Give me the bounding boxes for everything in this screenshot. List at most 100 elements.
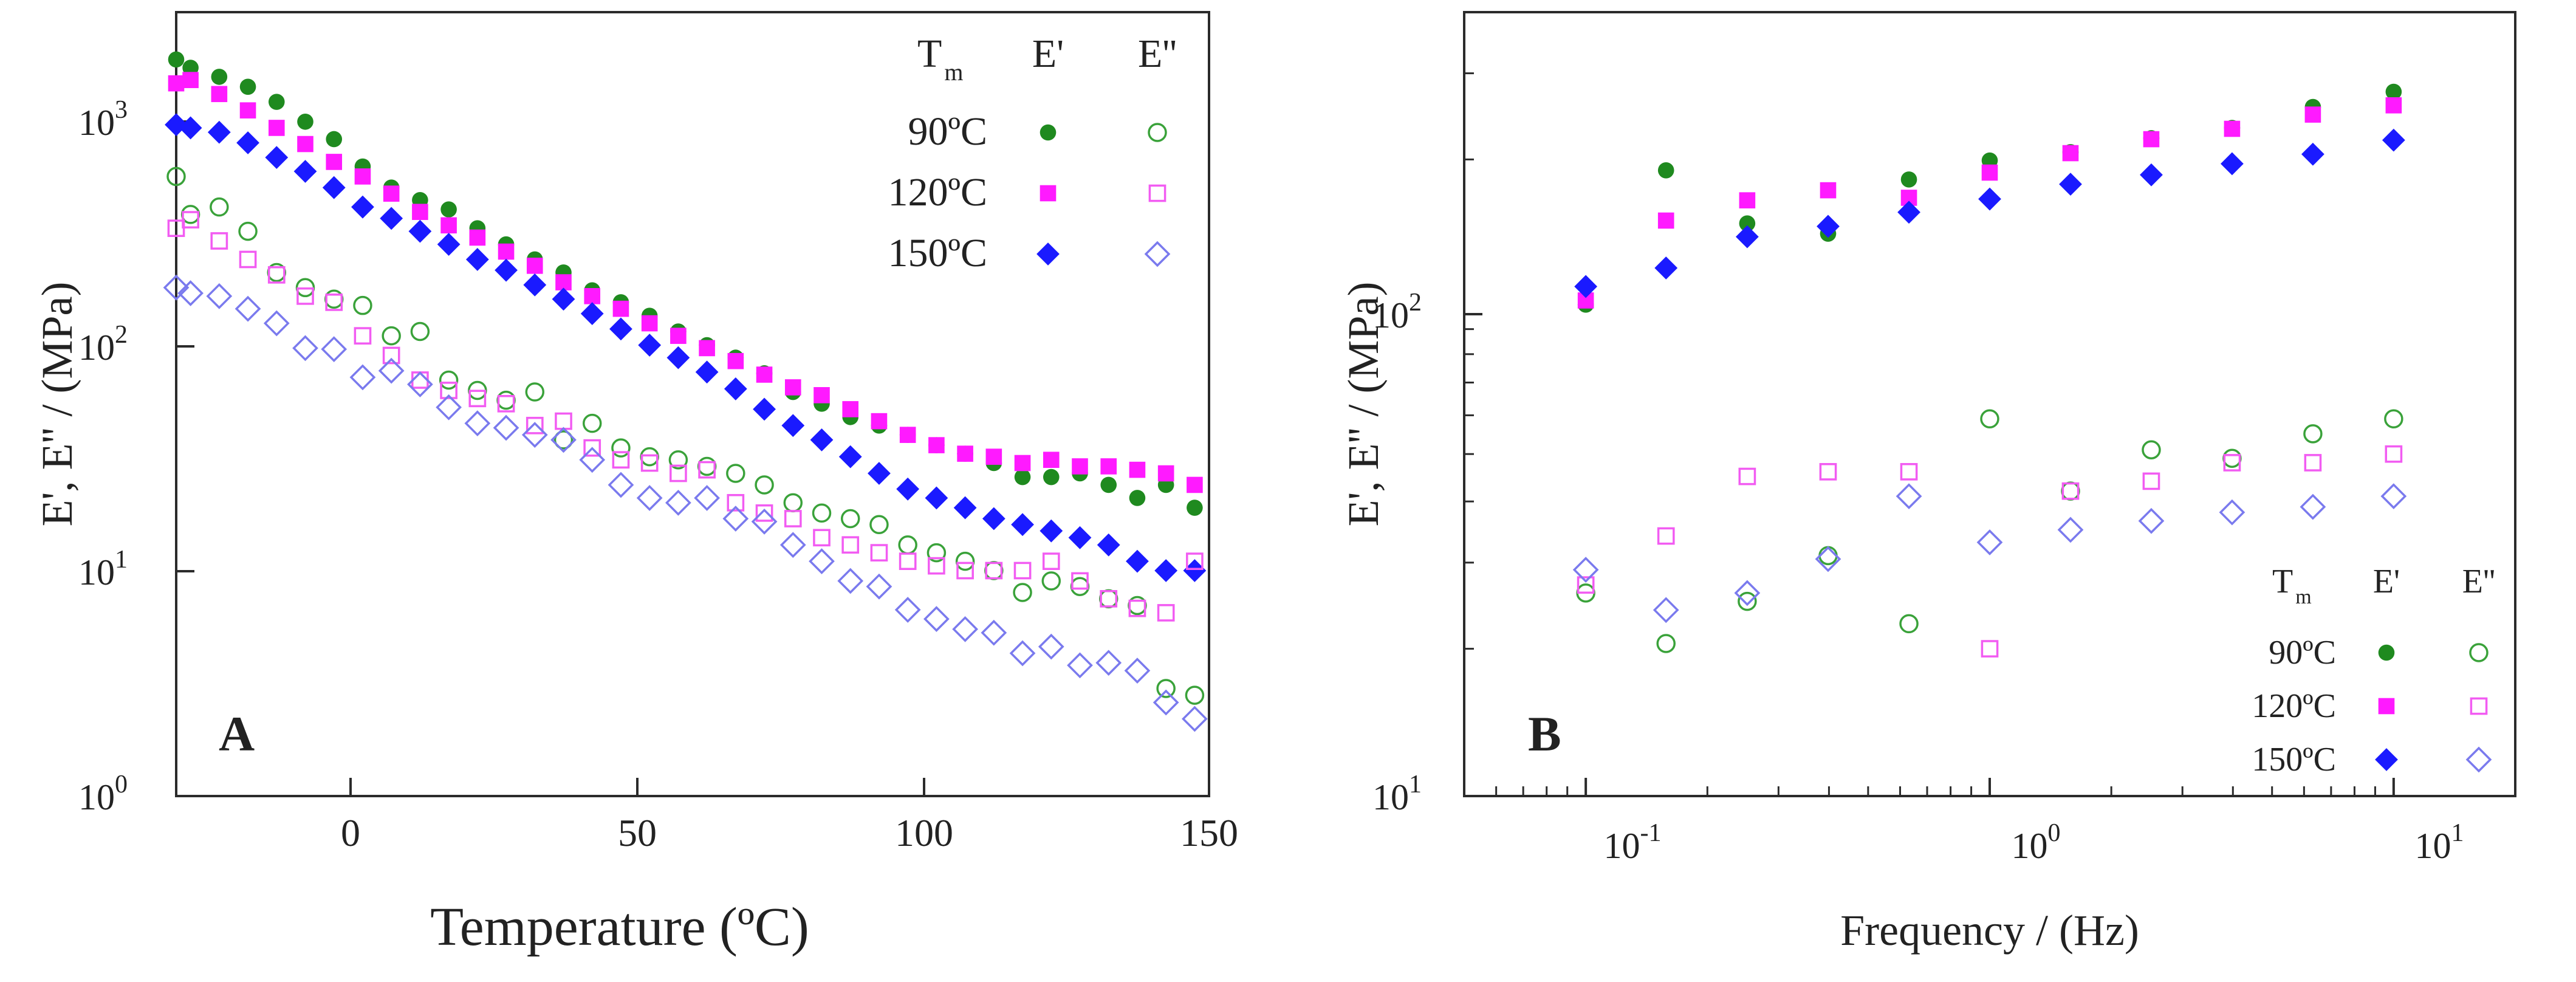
panel-a-series-2-point-26 — [896, 477, 920, 501]
panel-a-series-5-point-33 — [1095, 650, 1122, 676]
panel-b-x-axis-label: Frequency / (Hz) — [1840, 906, 2139, 955]
panel-b-series-5-point-1 — [1653, 597, 1679, 623]
panel-b-series-1-point-9 — [2304, 106, 2321, 123]
panel-a-series-3-point-7 — [353, 295, 372, 315]
panel-a-series-3-point-2 — [210, 197, 229, 217]
panel-a-series-4-point-30 — [1013, 561, 1032, 580]
panel-a-series-0-point-33 — [1100, 476, 1117, 493]
panel-b-series-3-point-8 — [2222, 448, 2242, 468]
panel-a-series-2-point-12 — [495, 258, 518, 282]
panel-a-series-4-point-2 — [210, 232, 228, 250]
panel-a-series-5-point-16 — [608, 472, 634, 498]
panel-a-series-4-point-3 — [239, 250, 257, 269]
panel-a-series-5 — [163, 274, 1208, 732]
panel-a-series-5-point-30 — [1009, 640, 1036, 667]
panel-b-x-ticks: 10-1 100 101 — [1604, 819, 2464, 866]
panel-a-series-3-point-19 — [697, 456, 717, 476]
panel-a-y-ticks: 100 101 102 103 — [78, 96, 194, 817]
panel-b-series-0-point-1 — [1657, 162, 1674, 179]
panel-b-series-0-point-10 — [2385, 83, 2402, 100]
panel-a-series-5-point-35 — [1153, 689, 1179, 716]
panel-a-series-3-point-17 — [640, 447, 659, 467]
panel-a-series-3-point-25 — [869, 515, 889, 535]
panel-a-series-2-point-25 — [868, 462, 891, 485]
panel-b-plot-frame — [1463, 11, 2516, 797]
panel-b-series-1-point-8 — [2224, 120, 2241, 137]
panel-b: 10-1 100 101 101 102 Frequency / (Hz) E'… — [1339, 11, 2516, 955]
panel-b-series-5-point-7 — [2138, 507, 2165, 534]
panel-a-series-5-point-1 — [177, 280, 204, 306]
panel-a-series-1-point-17 — [641, 315, 658, 332]
panel-a-series-3-point-12 — [496, 390, 516, 410]
panel-a-series-3-point-26 — [898, 535, 917, 555]
panel-a-series-4-point-36 — [1186, 552, 1204, 570]
panel-b-series-1-point-2 — [1739, 192, 1756, 208]
panel-b-ytick-label-100: 102 — [1372, 289, 1422, 335]
panel-a-series-2-point-4 — [265, 146, 289, 170]
panel-a-series-3-point-36 — [1185, 685, 1205, 705]
panel-a-series-5-point-7 — [349, 364, 376, 391]
panel-b-data-points — [1572, 83, 2407, 658]
panel-b-legend-col-e2: E'' — [2462, 563, 2495, 600]
panel-b-series-2-point-5 — [1978, 187, 2001, 211]
panel-a-series-5-point-3 — [235, 295, 261, 322]
panel-b-y-minor-ticks — [1464, 11, 1474, 650]
panel-a-series-1-point-20 — [727, 352, 744, 369]
panel-a-series-5-point-22 — [779, 532, 806, 558]
panel-b-series-4-point-9 — [2304, 454, 2322, 472]
panel-a-series-3-point-21 — [755, 475, 774, 495]
panel-b-series-3-point-9 — [2303, 424, 2323, 444]
panel-a-series-3-point-10 — [439, 370, 459, 390]
panel-a-series-4-point-14 — [555, 412, 572, 430]
panel-a-series-2-point-9 — [408, 219, 432, 243]
panel-b-series-0-point-2 — [1739, 215, 1756, 232]
panel-a-y-axis-label: E', E'' / (MPa) — [33, 282, 81, 527]
panel-b-series-4 — [1577, 445, 2403, 658]
panel-a-series-0-point-5 — [297, 113, 313, 130]
panel-a-series-5-point-9 — [407, 371, 433, 397]
panel-a-legend-markers — [1036, 123, 1171, 267]
panel-a-series-1-point-28 — [957, 445, 973, 462]
panel-a-series-3-point-22 — [783, 493, 803, 513]
panel-b-xtick-label-0.1: 10-1 — [1604, 819, 1662, 866]
panel-b-series-3-point-3 — [1818, 546, 1838, 566]
panel-a-series-3-point-23 — [812, 503, 832, 523]
panel-a-series-0 — [168, 51, 1203, 516]
panel-a-series-2-point-16 — [609, 317, 632, 341]
panel-b-legend-row-150: 150ºC — [2252, 741, 2336, 778]
panel-a-legend-marker-e2-0 — [1148, 123, 1167, 142]
panel-a-series-2-point-1 — [179, 116, 202, 140]
panel-a-series-1-point-3 — [239, 102, 256, 118]
panel-a-series-2-point-18 — [666, 346, 690, 369]
panel-a-series-5-point-6 — [321, 336, 348, 362]
panel-a-series-5-point-17 — [636, 485, 663, 511]
panel-b-series-2-point-9 — [2301, 142, 2324, 166]
panel-a-series-5-point-23 — [809, 548, 835, 575]
panel-a-series-1-point-8 — [383, 185, 400, 202]
panel-a-series-5-point-29 — [981, 619, 1007, 646]
panel-b-series-5-point-9 — [2300, 493, 2326, 520]
panel-a-series-0-point-10 — [440, 201, 457, 218]
panel-a-series-1-point-7 — [354, 168, 371, 185]
panel-b-series-5-point-2 — [1734, 580, 1761, 606]
panel-b-series-1-point-1 — [1657, 212, 1674, 229]
panel-b-series-2-point-2 — [1735, 225, 1759, 249]
panel-b-series-1-point-3 — [1820, 182, 1837, 199]
panel-a-series-1-point-0 — [168, 75, 185, 92]
panel-a-series-4-point-15 — [583, 439, 601, 457]
panel-a-series-1-point-23 — [814, 387, 830, 403]
panel-a-series-1-point-27 — [928, 437, 945, 453]
panel-a-legend-marker-e1-0 — [1040, 124, 1057, 141]
panel-a-series-3-point-30 — [1013, 583, 1032, 602]
panel-a-legend-row-120: 120ºC — [888, 170, 988, 215]
panel-b-series-1-point-7 — [2143, 131, 2160, 148]
panel-b-legend-row-120: 120ºC — [2252, 687, 2336, 725]
panel-a-series-5-point-4 — [263, 310, 290, 337]
panel-a-series-5-point-32 — [1067, 652, 1093, 679]
panel-a-series-5-point-20 — [722, 506, 749, 532]
panel-a-series-3-point-8 — [382, 326, 401, 346]
panel-a-series-2-point-21 — [753, 397, 776, 421]
panel-a-series-4-point-26 — [899, 552, 917, 570]
